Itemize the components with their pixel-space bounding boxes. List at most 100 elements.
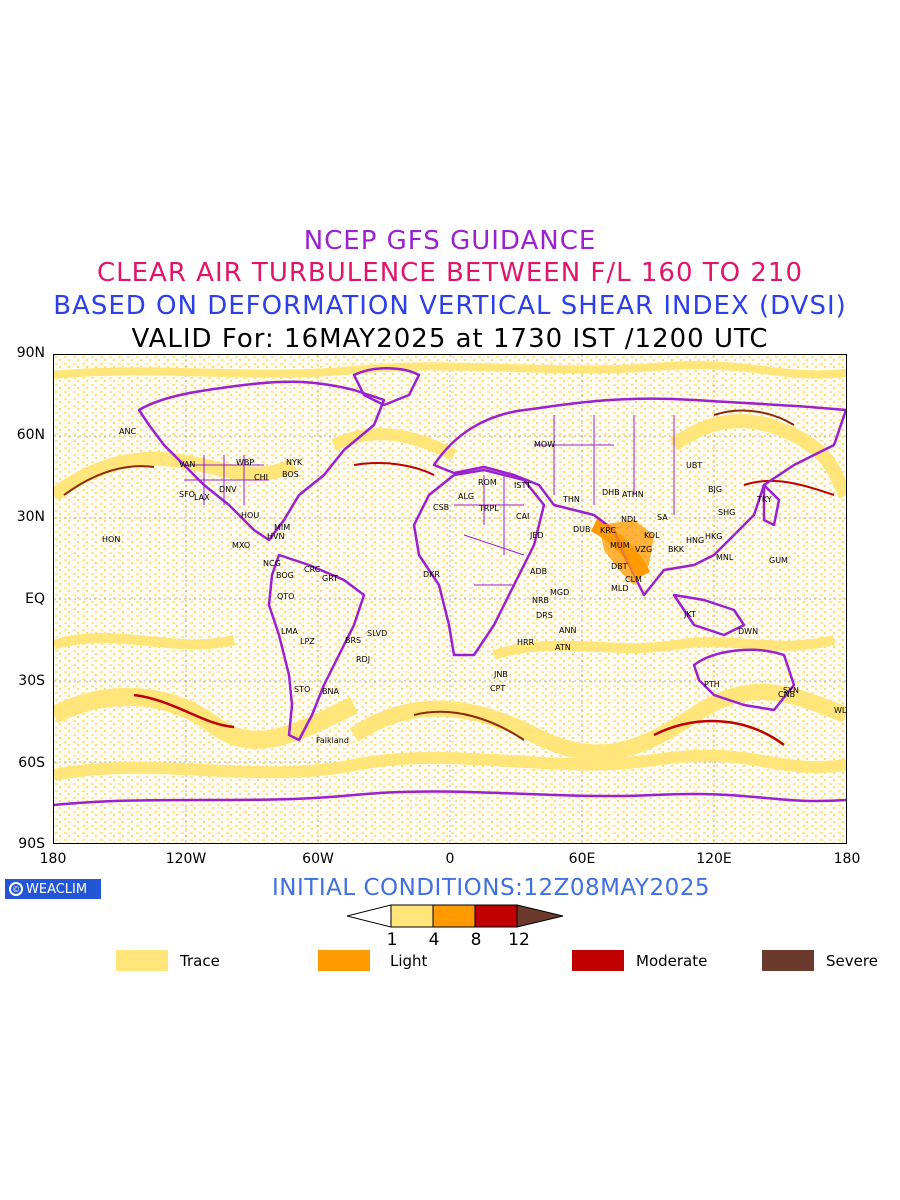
station-label: SFO xyxy=(179,490,195,499)
station-label: CPT xyxy=(490,684,506,693)
station-label: SYN xyxy=(783,686,799,695)
station-label: ATN xyxy=(555,643,571,652)
station-label: ANN xyxy=(559,626,577,635)
station-label: LAX xyxy=(194,493,210,502)
y-tick-label: 60S xyxy=(18,755,45,771)
y-tick-label: 30S xyxy=(18,673,45,689)
turbulence-map: ANC VAN SFO LAX DNV WBP CHI NYK BOS MIM HVN HOU HON M… xyxy=(53,354,847,844)
station-label: QTO xyxy=(277,592,295,601)
station-label: VAN xyxy=(179,460,196,469)
station-label: ATHN xyxy=(622,490,644,499)
station-label: MGD xyxy=(550,588,570,597)
y-tick-label: EQ xyxy=(25,591,45,607)
station-label: ADB xyxy=(530,567,548,576)
x-tick-label: 180 xyxy=(39,851,67,867)
station-label: MNL xyxy=(716,553,734,562)
station-label: Falkland xyxy=(316,736,349,745)
station-label: UBT xyxy=(686,461,703,470)
station-label: NYK xyxy=(286,458,303,467)
station-label: GUM xyxy=(769,556,788,565)
legend-swatch-light xyxy=(318,950,370,971)
legend-label-trace: Trace xyxy=(180,952,220,970)
station-label: LMA xyxy=(281,627,298,636)
x-tick-label: 180 xyxy=(833,851,861,867)
x-tick-label: 0 xyxy=(445,851,455,867)
country-borders xyxy=(184,415,675,586)
station-label: BNA xyxy=(322,687,339,696)
station-label: DNV xyxy=(219,485,237,494)
station-label: ROM xyxy=(478,478,497,487)
station-label: JED xyxy=(530,531,544,540)
initial-conditions: INITIAL CONDITIONS:12Z08MAY2025 xyxy=(272,875,710,901)
colorbar-trace xyxy=(390,904,434,928)
station-label: WBP xyxy=(236,458,255,467)
legend-label-severe: Severe xyxy=(826,952,878,970)
station-label: DUB xyxy=(573,525,591,534)
colorbar-label: 1 xyxy=(386,930,398,950)
station-label: ANC xyxy=(119,427,137,436)
logo-text: WEACLIM xyxy=(26,881,88,897)
station-label: DRS xyxy=(536,611,553,620)
station-label: CAI xyxy=(516,512,530,521)
station-label: ALG xyxy=(458,492,475,501)
station-label: BOS xyxy=(282,470,299,479)
station-label: RDJ xyxy=(356,655,371,664)
station-label: DWN xyxy=(738,627,759,636)
colorbar-severe xyxy=(516,904,564,928)
station-label: THN xyxy=(563,495,580,504)
station-label: HKG xyxy=(705,532,723,541)
x-tick-label: 60E xyxy=(568,851,596,867)
station-label: STO xyxy=(294,685,311,694)
y-tick-label: 90S xyxy=(18,836,45,852)
colorbar-light xyxy=(432,904,476,928)
india-light-turbulence xyxy=(599,520,654,585)
colorbar-under xyxy=(347,904,392,928)
station-label: BOG xyxy=(276,571,294,580)
legend-swatch-severe xyxy=(762,950,814,971)
title-parameter: CLEAR AIR TURBULENCE BETWEEN F/L 160 TO … xyxy=(96,258,804,288)
station-label: BKK xyxy=(668,545,684,554)
station-label: BJG xyxy=(708,485,723,494)
station-label: JKT xyxy=(684,610,696,619)
station-label: HRR xyxy=(517,638,535,647)
x-tick-label: 120W xyxy=(165,851,207,867)
station-label: HNG xyxy=(686,536,705,545)
station-label: ISTT xyxy=(514,481,532,490)
station-label: TKY xyxy=(757,495,772,504)
station-label: HON xyxy=(102,535,121,544)
station-label: KOL xyxy=(644,531,660,540)
station-label: DKR xyxy=(423,570,440,579)
station-label: CHI xyxy=(254,473,268,482)
colorbar-label: 12 xyxy=(508,930,530,950)
legend-label-light: Light xyxy=(390,952,428,970)
station-label: HVN xyxy=(267,532,285,541)
station-label: CRC xyxy=(304,565,321,574)
copyright-icon: © xyxy=(9,882,23,896)
station-label: CLM xyxy=(625,575,642,584)
colorbar-label: 8 xyxy=(470,930,482,950)
x-tick-label: 120E xyxy=(696,851,732,867)
weaclim-logo[interactable]: © WEACLIM xyxy=(5,879,101,899)
station-label: CSB xyxy=(433,503,450,512)
colorbar xyxy=(347,904,564,928)
coastlines xyxy=(54,367,846,807)
x-tick-label: 60W xyxy=(302,851,334,867)
station-label: KRC xyxy=(600,526,616,535)
legend-swatch-moderate xyxy=(572,950,624,971)
station-label: HOU xyxy=(241,511,260,520)
station-label: LPZ xyxy=(300,637,315,646)
turbulence-bands xyxy=(54,361,846,781)
station-label: BRS xyxy=(345,636,362,645)
station-label: NDL xyxy=(621,515,638,524)
y-tick-label: 90N xyxy=(16,345,45,361)
station-label: CNB xyxy=(778,690,796,699)
station-label: MOW xyxy=(534,440,556,449)
legend-label-moderate: Moderate xyxy=(636,952,708,970)
station-label: TRPL xyxy=(479,504,499,513)
station-label: VZG xyxy=(635,545,653,554)
colorbar-moderate xyxy=(474,904,518,928)
legend-swatch-trace xyxy=(116,950,168,971)
title-valid-time: VALID For: 16MAY2025 at 1730 IST /1200 U… xyxy=(131,324,769,354)
station-label: WLT xyxy=(834,706,846,715)
station-label: MXO xyxy=(232,541,251,550)
